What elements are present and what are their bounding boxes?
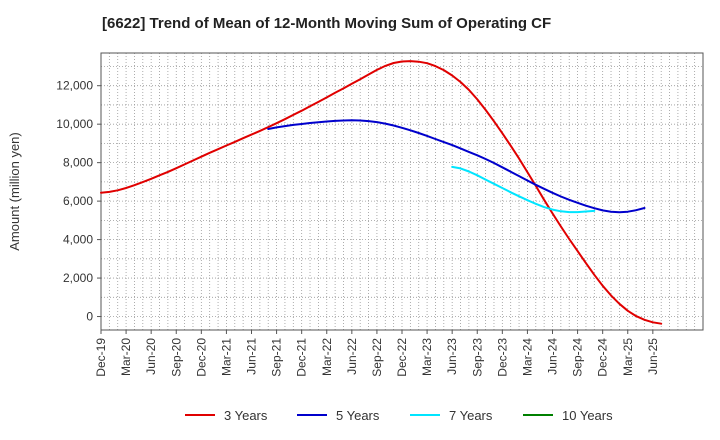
x-tick-label: Dec-19 xyxy=(94,338,108,377)
x-tick-label: Sep-24 xyxy=(571,338,585,377)
x-tick-label: Dec-24 xyxy=(596,338,610,377)
x-tick-label: Sep-20 xyxy=(169,338,183,377)
y-axis-ticks: 0 2,000 4,000 6,000 8,000 10,000 12,000 xyxy=(56,79,101,324)
y-tick-label: 0 xyxy=(86,310,93,324)
y-tick-label: 12,000 xyxy=(56,79,93,93)
x-tick-label: Dec-23 xyxy=(495,338,509,377)
series-line-7-years xyxy=(451,165,596,214)
x-tick-label: Sep-23 xyxy=(470,338,484,377)
x-tick-label: Mar-23 xyxy=(420,338,434,376)
y-axis-label: Amount (million yen) xyxy=(7,132,22,251)
series-line-3-years xyxy=(100,60,663,325)
chart-title: [6622] Trend of Mean of 12-Month Moving … xyxy=(102,15,552,32)
x-tick-label: Jun-24 xyxy=(546,338,560,375)
y-tick-label: 6,000 xyxy=(63,194,93,208)
grid xyxy=(101,53,703,330)
x-tick-label: Jun-22 xyxy=(345,338,359,375)
legend-label: 10 Years xyxy=(562,408,613,423)
legend-label: 7 Years xyxy=(449,408,493,423)
x-tick-label: Jun-23 xyxy=(445,338,459,375)
legend-label: 3 Years xyxy=(224,408,268,423)
x-tick-label: Jun-25 xyxy=(646,338,660,375)
y-tick-label: 8,000 xyxy=(63,156,93,170)
x-tick-label: Jun-20 xyxy=(144,338,158,375)
x-tick-label: Mar-25 xyxy=(621,338,635,376)
x-tick-label: Sep-21 xyxy=(270,338,284,377)
legend: 3 Years 5 Years 7 Years 10 Years xyxy=(185,408,613,423)
x-tick-label: Mar-22 xyxy=(320,338,334,376)
x-tick-label: Dec-20 xyxy=(194,338,208,377)
x-tick-label: Mar-21 xyxy=(219,338,233,376)
x-tick-label: Jun-21 xyxy=(245,338,259,375)
y-tick-label: 4,000 xyxy=(63,233,93,247)
series-lines xyxy=(100,60,663,325)
x-axis-ticks: Dec-19 Mar-20 Jun-20 Sep-20 Dec-20 Mar-21 Jun-… xyxy=(94,330,660,377)
legend-label: 5 Years xyxy=(336,408,380,423)
x-tick-label: Mar-24 xyxy=(520,338,534,376)
series-line-5-years xyxy=(267,119,646,214)
y-tick-label: 2,000 xyxy=(63,271,93,285)
x-tick-label: Mar-20 xyxy=(119,338,133,376)
x-tick-label: Dec-21 xyxy=(295,338,309,377)
y-tick-label: 10,000 xyxy=(56,117,93,131)
x-tick-label: Dec-22 xyxy=(395,338,409,377)
x-tick-label: Sep-22 xyxy=(370,338,384,377)
